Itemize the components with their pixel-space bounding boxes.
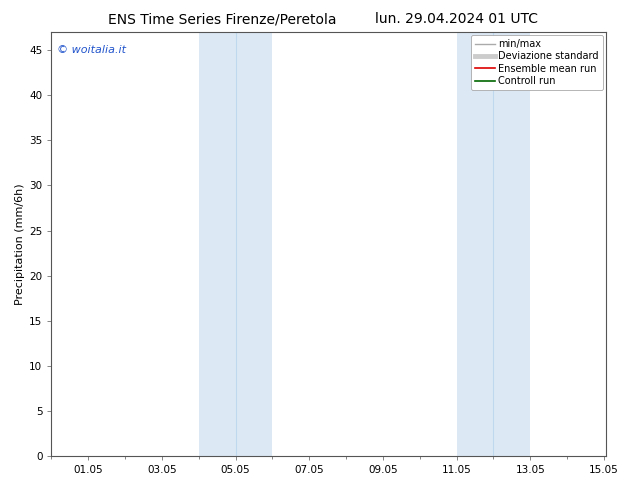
Bar [199,32,273,456]
Y-axis label: Precipitation (mm/6h): Precipitation (mm/6h) [15,183,25,305]
Legend: min/max, Deviazione standard, Ensemble mean run, Controll run: min/max, Deviazione standard, Ensemble m… [471,35,603,90]
Text: lun. 29.04.2024 01 UTC: lun. 29.04.2024 01 UTC [375,12,538,26]
Bar [456,32,530,456]
Text: © woitalia.it: © woitalia.it [57,45,126,55]
Text: ENS Time Series Firenze/Peretola: ENS Time Series Firenze/Peretola [108,12,336,26]
